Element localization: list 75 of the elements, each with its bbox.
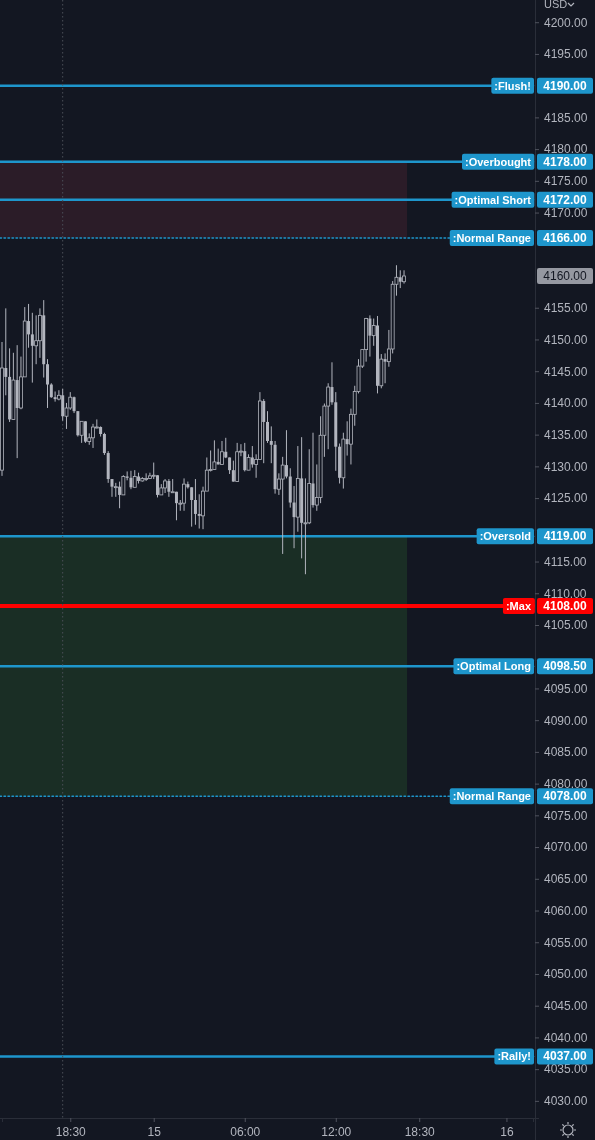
- y-tick-label: 4110.00: [544, 586, 587, 601]
- ref-line-label: :Overbought: [465, 155, 532, 168]
- ref-line-label: :Max: [505, 599, 532, 612]
- y-tick-label: 4070.00: [544, 840, 588, 855]
- y-tick-label: 4080.00: [544, 776, 588, 791]
- y-tick-label: 4125.00: [544, 491, 588, 506]
- y-tick-label: 4180.00: [544, 142, 588, 157]
- text: 4160.00: [543, 269, 588, 284]
- text: 4078.00: [543, 789, 588, 804]
- x-tick-label: 12:00: [321, 1124, 352, 1139]
- candlestick: [182, 477, 186, 512]
- candlestick: [243, 442, 247, 472]
- candlestick: [266, 410, 269, 444]
- y-tick-label: 4050.00: [544, 967, 588, 982]
- y-tick-label: 4145.00: [544, 364, 588, 379]
- candlestick: [91, 423, 95, 449]
- y-tick-label: 4155.00: [544, 301, 588, 316]
- ref-line-label: :Optimal Long: [456, 660, 531, 673]
- y-tick-label: 4195.00: [544, 47, 588, 62]
- candlestick: [197, 493, 201, 530]
- text: 4166.00: [543, 230, 588, 245]
- candlestick: [383, 352, 387, 384]
- y-tick-label: 4170.00: [544, 205, 588, 220]
- candlestick: [193, 478, 197, 526]
- y-tick-label: 4135.00: [544, 427, 588, 442]
- ref-line-label: :Oversold: [479, 530, 531, 543]
- y-tick-label: 4095.00: [544, 681, 588, 696]
- y-tick-label: 4200.00: [544, 15, 588, 30]
- y-tick-label: 4175.00: [544, 174, 588, 189]
- candlestick: [368, 314, 372, 358]
- y-tick-label: 4035.00: [544, 1062, 588, 1077]
- y-tick-label: 4115.00: [544, 554, 587, 569]
- text: 4098.50: [543, 659, 588, 674]
- candlestick: [129, 470, 133, 490]
- text: 4178.00: [543, 154, 588, 169]
- y-tick-label: 4130.00: [544, 459, 588, 474]
- candlestick: [190, 486, 194, 528]
- y-tick-label: 4090.00: [544, 713, 588, 728]
- candlestick: [174, 491, 178, 521]
- y-tick-label: 4185.00: [544, 110, 588, 125]
- ref-line-label: :Normal Range: [452, 231, 531, 244]
- x-tick-label: 15: [147, 1124, 162, 1139]
- text: 4119.00: [543, 529, 587, 544]
- y-tick-label: 4030.00: [544, 1094, 588, 1109]
- y-tick-label: 4060.00: [544, 903, 588, 918]
- candlestick: [284, 429, 288, 479]
- y-tick-label: 4055.00: [544, 935, 588, 950]
- y-axis-title: USD: [544, 0, 568, 10]
- text: 4172.00: [543, 192, 588, 207]
- y-tick-label: 4105.00: [544, 618, 588, 633]
- candlestick: [61, 388, 65, 422]
- candlestick: [220, 440, 224, 465]
- candlestick: [30, 312, 34, 384]
- candlestick: [83, 420, 87, 444]
- text: 4037.00: [543, 1049, 588, 1064]
- x-tick-label: 18:30: [404, 1124, 436, 1139]
- y-tick-label: 4140.00: [544, 396, 588, 411]
- text: 4108.00: [543, 598, 588, 613]
- ref-line-label: :Normal Range: [452, 790, 531, 803]
- y-tick-label: 4065.00: [544, 872, 588, 887]
- ref-line-label: :Rally!: [497, 1050, 531, 1063]
- x-tick-label: 18:30: [55, 1124, 87, 1139]
- y-tick-label: 4045.00: [544, 999, 588, 1014]
- candlestick: [402, 269, 406, 285]
- ref-line-label: :Optimal Short: [454, 193, 532, 206]
- text: 4190.00: [543, 78, 588, 93]
- candlestick: [262, 398, 266, 464]
- x-tick-label: 16: [500, 1124, 514, 1139]
- y-tick-label: 4040.00: [544, 1030, 588, 1045]
- y-tick-label: 4075.00: [544, 808, 588, 823]
- ref-line-label: :Flush!: [494, 79, 531, 92]
- y-tick-label: 4150.00: [544, 332, 588, 347]
- y-tick-label: 4085.00: [544, 745, 588, 760]
- candlestick: [102, 432, 106, 456]
- x-tick-label: 06:00: [230, 1124, 261, 1139]
